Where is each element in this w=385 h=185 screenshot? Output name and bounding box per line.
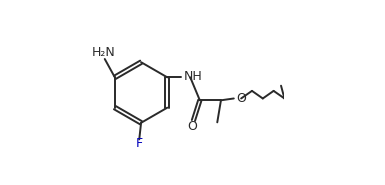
- Text: F: F: [136, 137, 143, 150]
- Text: O: O: [187, 120, 198, 132]
- Text: NH: NH: [184, 70, 203, 83]
- Text: H₂N: H₂N: [92, 46, 116, 59]
- Text: O: O: [236, 92, 246, 105]
